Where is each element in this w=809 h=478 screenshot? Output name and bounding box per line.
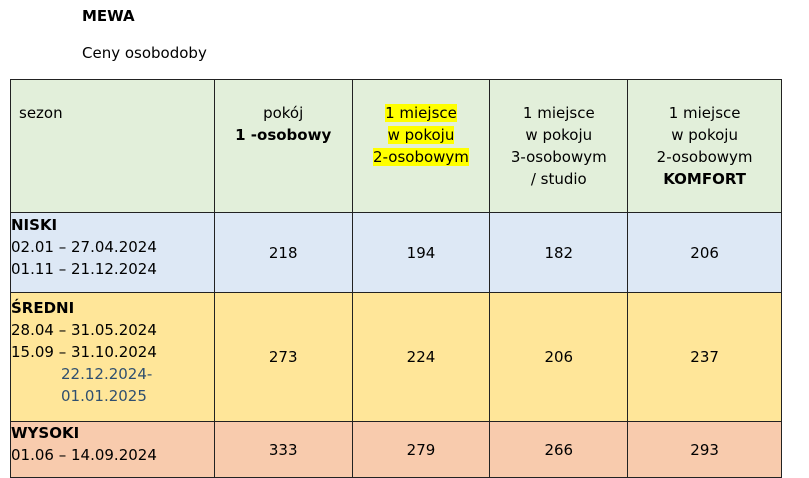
page-title: MEWA <box>82 7 135 25</box>
header-comfort-line1: 1 miejsce <box>668 104 741 122</box>
price-cell: 266 <box>489 421 629 478</box>
table-row: NISKI 02.01 – 27.04.2024 01.11 – 21.12.2… <box>10 212 782 293</box>
header-triple-room: 1 miejsce w pokoju 3-osobowym / studio <box>489 79 629 213</box>
header-comfort-room: 1 miejsce w pokoju 2-osobowym KOMFORT <box>627 79 782 213</box>
season-cell: ŚREDNI 28.04 – 31.05.2024 15.09 – 31.10.… <box>10 292 215 422</box>
season-name: ŚREDNI <box>11 299 75 317</box>
season-date: 01.11 – 21.12.2024 <box>11 260 157 278</box>
header-double-line1: 1 miejsce <box>385 104 457 122</box>
header-triple-line3: 3-osobowym <box>510 148 607 166</box>
price-cell: 218 <box>213 212 353 293</box>
header-comfort-line4: KOMFORT <box>663 170 746 188</box>
price-cell: 293 <box>627 421 782 478</box>
price-cell: 224 <box>351 292 491 422</box>
header-comfort-line3: 2-osobowym <box>656 148 753 166</box>
header-single-room: pokój 1 -osobowy <box>213 79 353 213</box>
header-season: sezon <box>10 79 215 213</box>
price-cell: 206 <box>627 212 782 293</box>
price-cell: 273 <box>213 292 353 422</box>
season-date: 01.06 – 14.09.2024 <box>11 446 157 464</box>
price-cell: 182 <box>489 212 629 293</box>
header-double-room: 1 miejsce w pokoju 2-osobowym <box>351 79 491 213</box>
season-cell: WYSOKI 01.06 – 14.09.2024 <box>10 421 215 478</box>
season-date: 02.01 – 27.04.2024 <box>11 238 157 256</box>
price-cell: 333 <box>213 421 353 478</box>
price-table: sezon pokój 1 -osobowy 1 miejsce w pokoj… <box>10 79 782 478</box>
page-subtitle: Ceny osobodoby <box>82 44 207 62</box>
price-cell: 279 <box>351 421 491 478</box>
header-single-room-line1: pokój <box>263 104 304 122</box>
table-header-row: sezon pokój 1 -osobowy 1 miejsce w pokoj… <box>10 79 782 213</box>
header-triple-line1: 1 miejsce <box>522 104 595 122</box>
table-row: ŚREDNI 28.04 – 31.05.2024 15.09 – 31.10.… <box>10 292 782 422</box>
season-cell: NISKI 02.01 – 27.04.2024 01.11 – 21.12.2… <box>10 212 215 293</box>
header-triple-line2: w pokoju <box>525 126 593 144</box>
header-double-line2: w pokoju <box>387 126 455 144</box>
header-single-room-line2: 1 -osobowy <box>235 126 332 144</box>
header-comfort-line2: w pokoju <box>671 126 738 144</box>
price-cell: 237 <box>627 292 782 422</box>
season-date: 15.09 – 31.10.2024 <box>11 343 157 361</box>
season-name: WYSOKI <box>11 424 80 442</box>
season-extra-date: 22.12.2024- <box>61 365 153 383</box>
price-cell: 206 <box>489 292 629 422</box>
season-date: 28.04 – 31.05.2024 <box>11 321 157 339</box>
price-cell: 194 <box>351 212 491 293</box>
season-name: NISKI <box>11 216 58 234</box>
season-extra-date: 01.01.2025 <box>61 387 147 405</box>
header-triple-line4: / studio <box>530 170 587 188</box>
table-row: WYSOKI 01.06 – 14.09.2024 333 279 266 29… <box>10 421 782 478</box>
header-double-line3: 2-osobowym <box>373 148 469 166</box>
